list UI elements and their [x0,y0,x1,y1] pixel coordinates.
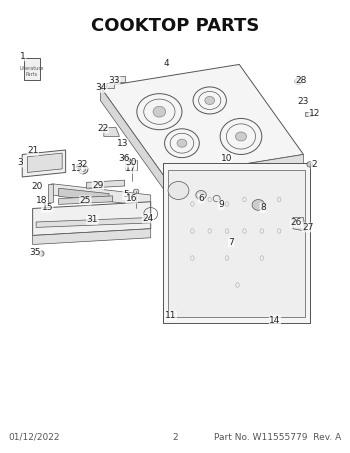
Ellipse shape [123,155,128,161]
Text: 35: 35 [30,248,41,257]
Text: 2: 2 [311,160,317,169]
Polygon shape [104,127,119,136]
Text: 11: 11 [165,311,177,320]
Ellipse shape [38,251,44,256]
Text: 26: 26 [290,218,301,227]
Text: 23: 23 [298,97,309,106]
Text: 10: 10 [220,154,232,163]
Polygon shape [293,217,305,231]
Bar [106,83,114,88]
Ellipse shape [168,182,189,199]
Polygon shape [33,229,151,245]
Polygon shape [305,112,312,116]
Text: 17: 17 [125,164,136,173]
Polygon shape [48,184,54,202]
Text: 5: 5 [123,190,128,199]
Ellipse shape [133,189,139,193]
Text: 12: 12 [309,110,320,118]
Ellipse shape [78,165,88,174]
Text: 32: 32 [76,160,88,169]
Text: 34: 34 [96,83,107,92]
Ellipse shape [196,190,206,199]
Ellipse shape [252,199,265,210]
Text: Literature
Parts: Literature Parts [20,66,44,77]
Ellipse shape [307,162,313,167]
Text: 20: 20 [31,183,42,191]
Text: 21: 21 [27,146,38,155]
Text: 14: 14 [269,316,281,325]
Polygon shape [59,196,112,204]
Ellipse shape [236,132,246,141]
Text: 25: 25 [80,196,91,205]
Polygon shape [163,164,310,323]
Polygon shape [125,160,137,170]
Text: 24: 24 [142,214,154,223]
Text: 6: 6 [198,194,204,203]
Text: COOKTOP PARTS: COOKTOP PARTS [91,17,259,35]
Text: 8: 8 [260,203,266,212]
Polygon shape [36,217,151,227]
Text: 22: 22 [97,124,108,133]
Text: 15: 15 [41,203,53,212]
Polygon shape [24,58,40,80]
Text: 30: 30 [125,158,136,167]
Text: 28: 28 [295,76,306,85]
Polygon shape [52,184,151,206]
Text: 7: 7 [228,238,234,247]
Ellipse shape [153,106,166,117]
Text: 1: 1 [20,52,26,61]
Text: 4: 4 [163,59,169,68]
Text: 19: 19 [71,164,83,173]
Text: 33: 33 [108,76,120,85]
Polygon shape [33,202,151,236]
Polygon shape [27,153,62,173]
Text: 16: 16 [126,194,137,203]
Text: 27: 27 [302,223,313,232]
Polygon shape [86,180,125,188]
Polygon shape [100,87,164,190]
Text: Part No. W11555779  Rev. A: Part No. W11555779 Rev. A [215,433,342,442]
Polygon shape [164,154,303,190]
Text: 13: 13 [117,139,128,148]
Polygon shape [59,188,109,202]
Bar [116,76,125,82]
Polygon shape [22,150,66,177]
Ellipse shape [205,96,215,105]
Text: 18: 18 [36,196,47,205]
Polygon shape [168,170,305,317]
Text: 36: 36 [118,154,130,163]
Text: 2: 2 [172,433,178,442]
Text: 31: 31 [86,215,98,224]
Text: 01/12/2022: 01/12/2022 [8,433,60,442]
Text: 29: 29 [92,181,104,189]
Ellipse shape [177,139,187,147]
Text: 3: 3 [18,158,23,167]
Ellipse shape [295,78,302,85]
Polygon shape [100,64,303,177]
Text: 9: 9 [218,200,224,209]
